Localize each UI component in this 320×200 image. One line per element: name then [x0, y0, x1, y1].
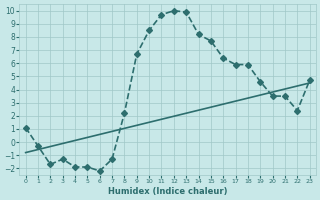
X-axis label: Humidex (Indice chaleur): Humidex (Indice chaleur) — [108, 187, 228, 196]
